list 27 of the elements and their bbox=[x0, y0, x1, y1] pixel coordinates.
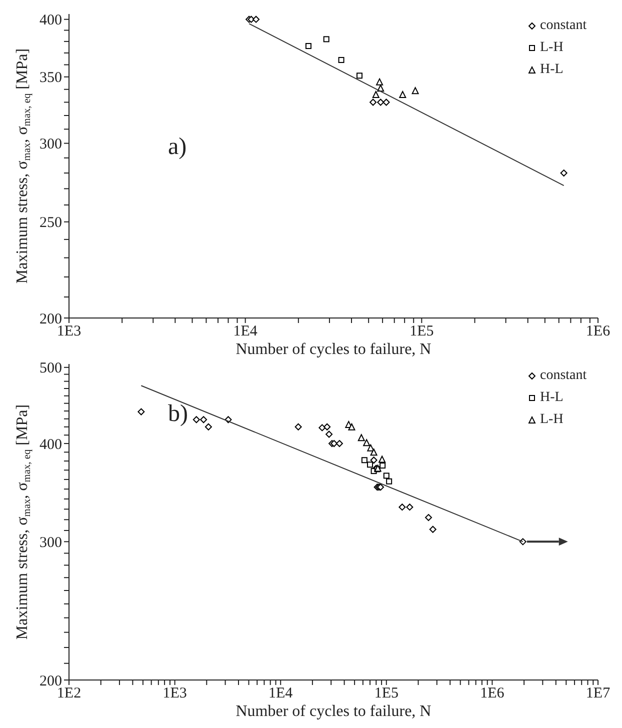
x-tick-label: 1E5 bbox=[374, 686, 398, 702]
legend-label: constant bbox=[540, 368, 588, 384]
y-tick-label: 250 bbox=[40, 215, 62, 232]
x-axis-title: Number of cycles to failure, N bbox=[236, 703, 432, 720]
y-tick-label: 500 bbox=[40, 360, 62, 377]
y-tick-label: 350 bbox=[40, 70, 62, 86]
legend-label: L-H bbox=[540, 40, 564, 56]
annotation: a) bbox=[168, 134, 187, 161]
legend-label: constant bbox=[540, 18, 588, 34]
x-tick-label: 1E6 bbox=[480, 686, 505, 702]
legend-label: H-L bbox=[540, 62, 564, 78]
x-tick-label: 1E7 bbox=[586, 686, 611, 702]
y-tick-label: 300 bbox=[40, 136, 62, 153]
x-tick-label: 1E4 bbox=[233, 324, 258, 340]
y-tick-label: 400 bbox=[40, 436, 62, 453]
y-tick-label: 400 bbox=[40, 12, 62, 29]
x-tick-label: 1E3 bbox=[162, 686, 187, 702]
x-tick-label: 1E2 bbox=[56, 686, 82, 702]
y-tick-label: 300 bbox=[40, 534, 62, 551]
x-tick-label: 1E3 bbox=[56, 324, 82, 340]
x-axis-title: Number of cycles to failure, N bbox=[236, 341, 432, 358]
x-tick-label: 1E5 bbox=[410, 324, 434, 340]
legend-label: L-H bbox=[540, 412, 564, 428]
x-tick-label: 1E6 bbox=[586, 324, 611, 340]
x-tick-label: 1E4 bbox=[268, 686, 294, 702]
legend-label: H-L bbox=[540, 390, 564, 406]
annotation: b) bbox=[168, 401, 188, 428]
